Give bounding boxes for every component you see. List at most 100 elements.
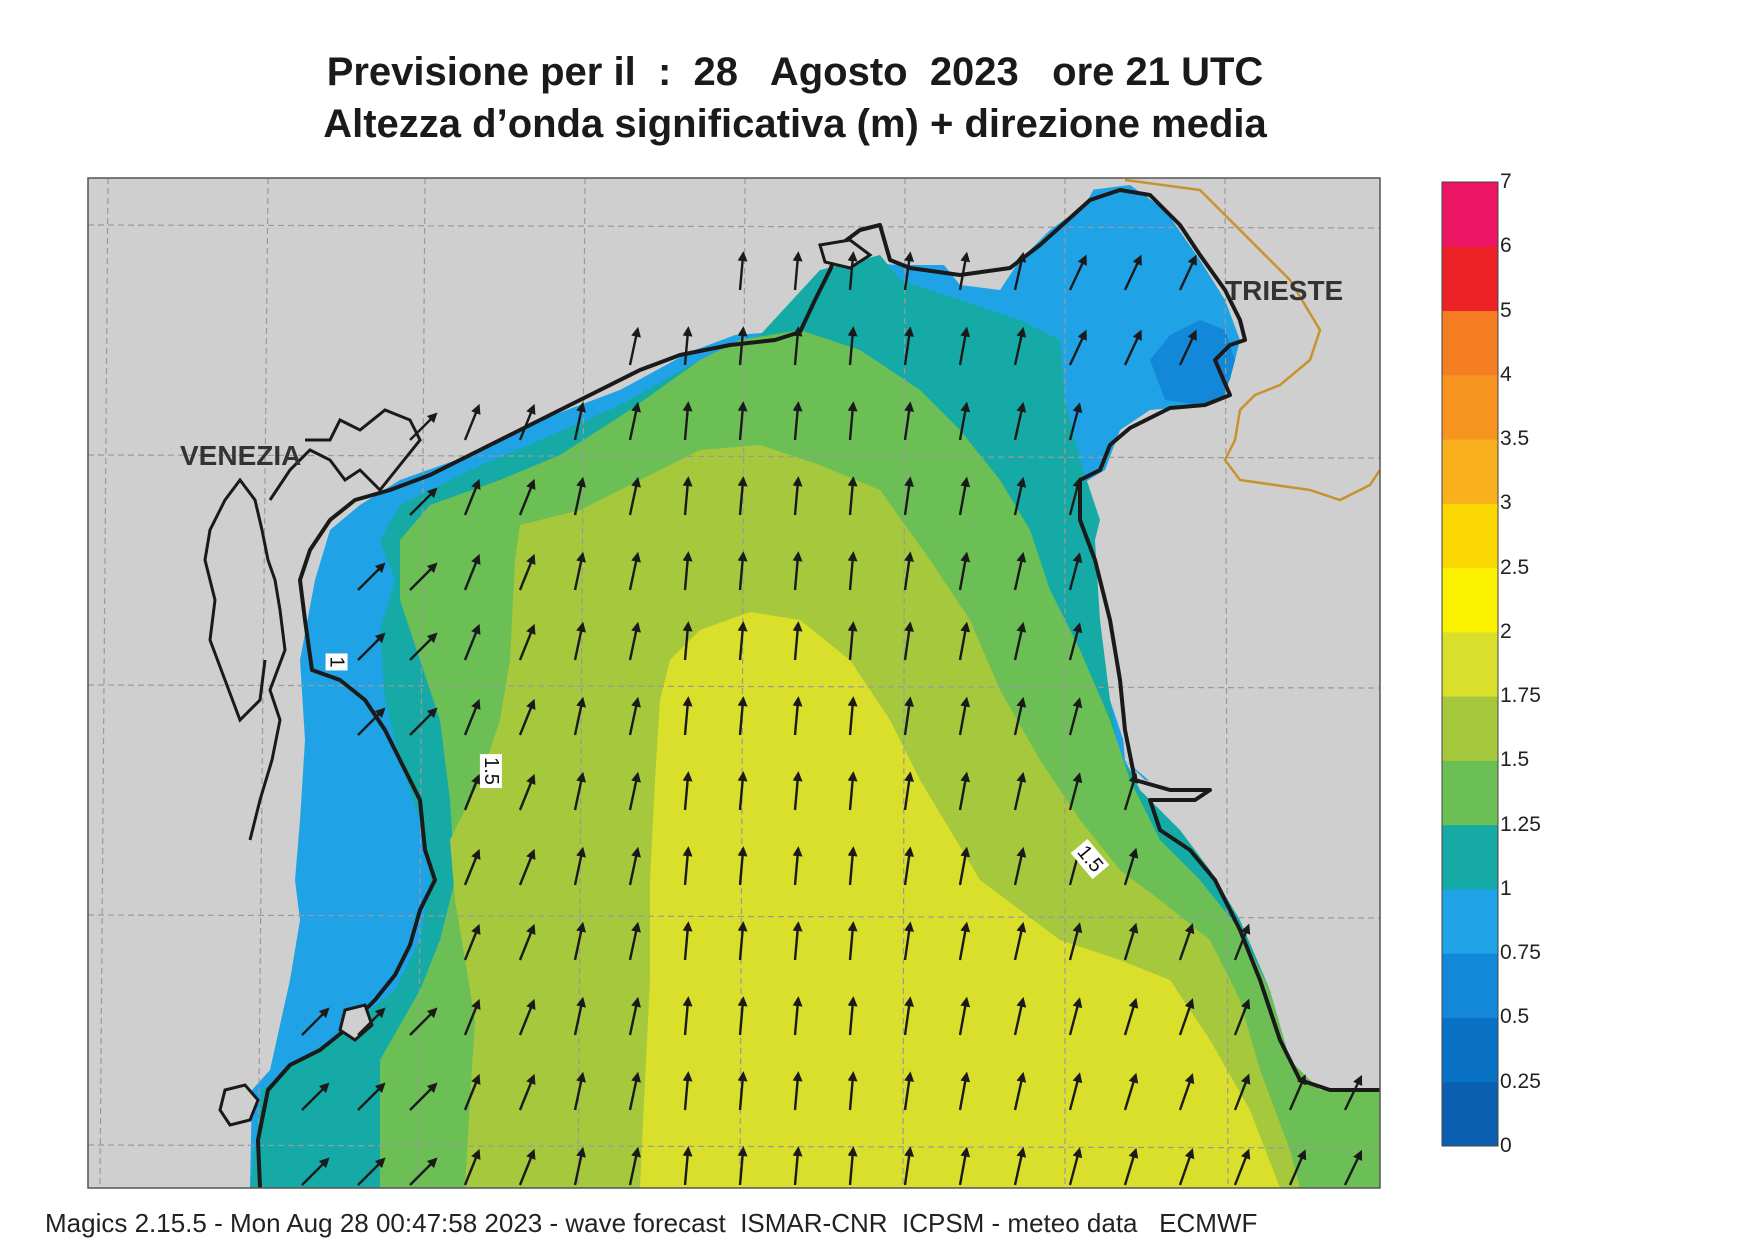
wave-direction-arrow: [518, 848, 536, 886]
wave-direction-arrow: [1178, 1148, 1195, 1186]
wave-direction-arrow: [737, 696, 748, 736]
wave-direction-arrow: [958, 696, 971, 736]
wave-direction-arrow: [573, 1146, 586, 1186]
wave-direction-arrow: [1178, 1073, 1195, 1111]
colorbar-swatch: [1442, 953, 1498, 1018]
wave-direction-arrow: [357, 562, 386, 591]
wave-direction-arrow: [792, 846, 803, 886]
wave-direction-arrow: [847, 251, 858, 291]
colorbar-tick-label: 1.5: [1500, 748, 1530, 772]
colorbar-swatch: [1442, 760, 1498, 826]
wave-direction-arrow: [463, 623, 481, 661]
wave-direction-arrow: [1288, 1149, 1307, 1186]
wave-direction-arrow: [409, 1082, 438, 1111]
wave-direction-arrow: [628, 1146, 641, 1186]
wave-direction-arrow: [682, 996, 693, 1036]
wave-direction-arrow: [792, 401, 803, 441]
wave-direction-arrow: [682, 696, 693, 736]
wave-direction-arrow: [628, 921, 641, 961]
forecast-title: Previsione per il : 28 Agosto 2023 ore 2…: [326, 50, 1264, 94]
wave-direction-arrow: [903, 476, 915, 516]
wave-direction-arrow: [1068, 997, 1083, 1036]
wave-direction-arrow: [792, 1071, 803, 1111]
wave-direction-arrow: [1013, 551, 1027, 591]
wave-direction-arrow: [682, 1146, 693, 1186]
place-label-trieste: TRIESTE: [1225, 275, 1344, 306]
wave-direction-arrow: [1013, 401, 1027, 441]
wave-direction-arrow: [628, 846, 641, 886]
wave-direction-arrow: [958, 251, 971, 291]
wave-direction-arrow: [847, 551, 858, 591]
wave-direction-arrow: [1013, 251, 1027, 291]
wave-direction-arrow: [628, 996, 641, 1036]
wave-band-0.5-0.75: [1150, 320, 1235, 405]
wave-direction-arrow: [958, 921, 971, 961]
wave-direction-arrow: [958, 1071, 971, 1111]
place-label-venezia: VENEZIA: [180, 440, 302, 471]
wave-direction-arrow: [903, 696, 915, 736]
colorbar-swatch: [1442, 310, 1498, 376]
wave-direction-arrow: [628, 326, 641, 366]
wave-direction-arrow: [682, 326, 693, 366]
wave-direction-arrow: [1068, 772, 1083, 811]
wave-direction-arrow: [1123, 329, 1142, 366]
colorbar-tick-label: 3.5: [1500, 427, 1530, 451]
wave-direction-arrow: [737, 326, 748, 366]
wave-direction-arrow: [1178, 254, 1197, 291]
wave-direction-arrow: [409, 487, 438, 516]
wave-direction-arrow: [792, 996, 803, 1036]
footer-credits: Magics 2.15.5 - Mon Aug 28 00:47:58 2023…: [45, 1208, 1258, 1238]
map-frame: [87, 177, 1381, 1189]
wave-direction-arrow: [628, 1071, 641, 1111]
wave-direction-arrow: [903, 621, 915, 661]
wave-direction-arrow: [301, 1007, 330, 1036]
wave-direction-arrow: [737, 1146, 748, 1186]
wave-direction-arrow: [518, 478, 536, 516]
wave-direction-arrow: [847, 401, 858, 441]
wave-direction-arrow: [628, 401, 641, 441]
wave-direction-arrow: [463, 998, 481, 1036]
wave-direction-arrow: [958, 476, 971, 516]
colorbar-tick-label: 3: [1500, 491, 1512, 515]
contour-label: 1: [325, 653, 348, 671]
wave-direction-arrow: [903, 996, 915, 1036]
colorbar-swatch: [1442, 888, 1498, 954]
wave-direction-arrow: [463, 773, 481, 811]
wave-direction-arrow: [1068, 922, 1083, 961]
wave-direction-arrow: [301, 1082, 330, 1111]
wave-direction-arrow: [792, 251, 803, 291]
wave-direction-arrow: [792, 696, 803, 736]
wave-direction-arrow: [737, 996, 748, 1036]
colorbar-frame: [1441, 181, 1499, 1147]
wave-direction-arrow: [792, 621, 803, 661]
wave-direction-arrow: [737, 771, 748, 811]
wave-direction-arrow: [903, 326, 915, 366]
wave-direction-arrow: [463, 403, 481, 441]
colorbar-swatch: [1442, 1017, 1498, 1083]
colorbar-tick-label: 0.25: [1500, 1069, 1541, 1093]
wave-direction-arrow: [1123, 772, 1139, 811]
colorbar-tick-label: 7: [1500, 170, 1512, 193]
contour-label: 1.5: [479, 754, 502, 788]
wave-direction-arrow: [792, 326, 803, 366]
wave-direction-arrow: [847, 621, 858, 661]
wave-direction-arrow: [1068, 402, 1083, 441]
wave-direction-arrow: [737, 621, 748, 661]
wave-direction-arrow: [573, 696, 586, 736]
wave-direction-arrow: [792, 1146, 803, 1186]
wave-direction-arrow: [573, 401, 586, 441]
colorbar-tick-label: 0.5: [1500, 1005, 1530, 1029]
wave-direction-arrow: [1013, 771, 1027, 811]
wave-direction-arrow: [1123, 922, 1139, 961]
wave-direction-arrow: [1068, 254, 1087, 291]
colorbar-tick-label: 5: [1500, 298, 1512, 322]
wave-direction-arrow: [1013, 1146, 1027, 1186]
wave-direction-arrow: [409, 412, 438, 441]
wave-direction-arrow: [903, 921, 915, 961]
wave-direction-arrow: [958, 771, 971, 811]
wave-direction-arrow: [1068, 552, 1083, 591]
wave-direction-arrow: [847, 1071, 858, 1111]
wave-direction-arrow: [1123, 847, 1139, 886]
wave-direction-arrow: [1343, 1074, 1363, 1111]
